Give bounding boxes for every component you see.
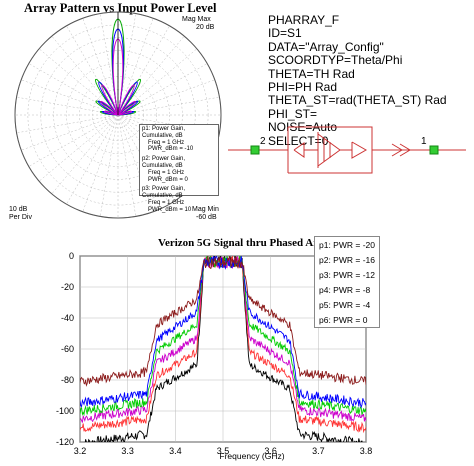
mag-max-value: 20 dB bbox=[196, 24, 215, 31]
polar-spoke bbox=[117, 96, 220, 116]
legend-p1-name: p1: Power Gain, Cumulative, dB bbox=[142, 126, 186, 139]
prop-id: ID=S1 bbox=[268, 26, 302, 41]
pattern-side-lobe bbox=[117, 100, 136, 116]
prop-theta: THETA=TH Rad bbox=[268, 66, 355, 81]
mag-min-value: -60 dB bbox=[196, 214, 217, 221]
pattern-side-lobe bbox=[98, 81, 119, 116]
legend-p3-freq: Freq = 1 GHz bbox=[148, 199, 185, 206]
prop-phi: PHI=PH Rad bbox=[268, 80, 338, 95]
polar-spoke bbox=[99, 114, 119, 217]
y-tick-label: -20 bbox=[61, 282, 74, 292]
pattern-side-lobe bbox=[117, 84, 135, 116]
legend-p2-name: p2: Power Gain, Cumulative, dB bbox=[142, 156, 186, 169]
array-body-icon bbox=[287, 126, 411, 174]
series-line-p5 bbox=[80, 256, 366, 409]
series-line-p6 bbox=[80, 256, 366, 387]
prop-name: PHARRAY_F bbox=[268, 13, 340, 27]
y-tick-label: -60 bbox=[61, 344, 74, 354]
prop-theta-st: THETA_ST=rad(THETA_ST) Rad bbox=[268, 93, 447, 108]
polar-spoke bbox=[117, 18, 154, 116]
polar-spoke bbox=[16, 96, 119, 116]
x-tick-label: 3.4 bbox=[169, 446, 182, 456]
polar-spoke bbox=[117, 114, 137, 217]
polar-plot-title: Array Pattern vs Input Power Level bbox=[24, 1, 217, 15]
polar-spoke bbox=[66, 25, 119, 116]
spectrum-legend-p1: p1: PWR = -20 bbox=[319, 240, 375, 250]
prop-phi-st: PHI_ST= bbox=[268, 106, 318, 121]
y-tick-label: 0 bbox=[69, 251, 74, 261]
spectrum-legend-p5: p5: PWR = -4 bbox=[319, 300, 371, 310]
pattern-side-lobe bbox=[97, 100, 119, 116]
prop-scoordtyp: SCOORDTYP=Theta/Phi bbox=[268, 53, 403, 68]
mag-min-label: Mag Min bbox=[192, 206, 219, 213]
y-tick-label: -80 bbox=[61, 375, 74, 385]
port-2-node[interactable] bbox=[250, 145, 260, 155]
legend-p2-pwr: PWR_dBm = 0 bbox=[148, 176, 188, 183]
pattern-side-lobe bbox=[117, 100, 139, 116]
pattern-side-lobe bbox=[95, 78, 119, 116]
polar-spoke bbox=[82, 114, 119, 212]
y-tick-label: -40 bbox=[61, 313, 74, 323]
legend-p3-pwr: PWR_dBm = 10 bbox=[148, 206, 192, 213]
legend-p3-name: p3: Power Gain, Cumulative, dB bbox=[142, 186, 186, 200]
pattern-side-lobe bbox=[95, 100, 119, 116]
x-axis-label: Frequency (GHz) bbox=[219, 451, 285, 461]
prop-data: DATA="Array_Config" bbox=[268, 39, 384, 54]
polar-spoke bbox=[117, 25, 170, 116]
pattern-side-lobe bbox=[104, 110, 119, 116]
pattern-side-lobe bbox=[101, 84, 119, 116]
spectrum-chart-title: Verizon 5G Signal thru Phased Array bbox=[158, 237, 334, 249]
spectrum-legend: p1: PWR = -20 p2: PWR = -16 p3: PWR = -1… bbox=[314, 236, 380, 328]
x-tick-label: 3.3 bbox=[121, 446, 134, 456]
phased-array-symbol[interactable]: 2 1 bbox=[222, 122, 474, 180]
spectrum-legend-p3: p3: PWR = -12 bbox=[319, 270, 375, 280]
polar-spoke bbox=[82, 18, 119, 116]
legend-p1-freq: Freq = 1 GHz bbox=[148, 139, 185, 146]
x-tick-label: 3.2 bbox=[74, 446, 87, 456]
port-2-label: 2 bbox=[260, 136, 266, 147]
legend-p3: p3: Power Gain, Cumulative, dB Freq = 1 … bbox=[142, 186, 216, 213]
polar-spoke bbox=[51, 114, 119, 195]
legend-p1-pwr: PWR_dBm = -10 bbox=[148, 146, 194, 153]
polar-spoke bbox=[28, 114, 119, 167]
spectrum-chart: 3.2 3.3 3.4 3.5 3.6 3.7 3.8 0 -20 -40 -60 -80 -100 -1… bbox=[56, 251, 373, 456]
spectrum-legend-p2: p2: PWR = -16 bbox=[319, 255, 375, 265]
polar-spoke bbox=[21, 79, 119, 116]
polar-spoke bbox=[117, 79, 215, 116]
y-tick-label: -100 bbox=[56, 406, 74, 416]
x-tick-label: 3.6 bbox=[264, 446, 277, 456]
y-tick-label: -120 bbox=[56, 437, 74, 447]
pattern-side-lobe bbox=[117, 78, 141, 116]
polar-ring bbox=[66, 63, 170, 167]
prop-select: SELECT=0 bbox=[268, 133, 329, 148]
scale-value: 10 dB bbox=[9, 206, 28, 213]
mag-max-label: Mag Max bbox=[182, 16, 211, 23]
element-properties: PHARRAY_F ID=S1 DATA="Array_Config" SCOO… bbox=[268, 13, 447, 148]
polar-spoke bbox=[21, 114, 119, 151]
series-line-p3 bbox=[80, 256, 366, 423]
series-line-p4 bbox=[80, 256, 366, 417]
x-tick-label: 3.8 bbox=[360, 446, 373, 456]
pattern-side-lobe bbox=[100, 100, 119, 116]
spectrum-legend-p6: p6: PWR = 0 bbox=[319, 315, 368, 325]
port-1-label: 1 bbox=[421, 136, 427, 147]
polar-spoke bbox=[16, 114, 119, 134]
x-tick-label: 3.7 bbox=[312, 446, 325, 456]
pattern-side-lobe bbox=[117, 110, 132, 116]
x-tick-label: 3.5 bbox=[217, 446, 230, 456]
polar-spoke bbox=[66, 114, 119, 205]
pattern-side-lobe bbox=[117, 100, 141, 116]
legend-p2: p2: Power Gain, Cumulative, dB Freq = 1 … bbox=[142, 156, 216, 183]
polar-legend: p1: Power Gain, Cumulative, dB Freq = 1 … bbox=[139, 124, 219, 213]
polar-spoke bbox=[38, 114, 119, 182]
pattern-side-lobe bbox=[117, 81, 138, 116]
scale-unit: Per Div bbox=[9, 214, 32, 221]
spectrum-legend-p4: p4: PWR = -8 bbox=[319, 285, 371, 295]
legend-p2-freq: Freq = 1 GHz bbox=[148, 169, 185, 176]
port-1-node[interactable] bbox=[429, 145, 439, 155]
legend-p1: p1: Power Gain, Cumulative, dB Freq = 1 … bbox=[142, 126, 216, 153]
